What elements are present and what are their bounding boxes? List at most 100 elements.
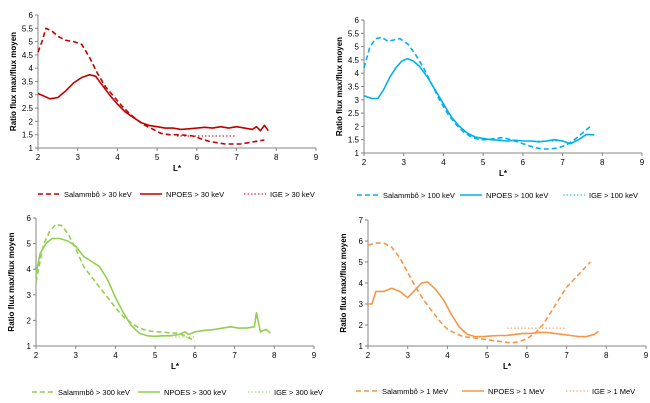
x-tick-label: 9 (640, 158, 645, 167)
x-axis-label: L* (503, 362, 512, 371)
x-tick-label: 7 (232, 351, 237, 360)
series-line-2 (368, 281, 599, 338)
x-tick-label: 7 (560, 158, 565, 167)
legend-label: Salammbô > 300 keV (58, 388, 130, 397)
y-tick-label: 3 (27, 291, 32, 300)
x-tick-label: 9 (314, 153, 319, 162)
x-tick-label: 6 (525, 351, 530, 360)
x-tick-label: 3 (75, 153, 80, 162)
x-tick-label: 4 (115, 153, 120, 162)
y-tick-label: 2 (355, 122, 360, 131)
y-tick-label: 6 (29, 11, 34, 20)
x-tick-label: 8 (274, 153, 279, 162)
y-tick-label: 1.5 (348, 136, 360, 145)
x-tick-label: 2 (34, 351, 39, 360)
x-tick-label: 8 (272, 351, 277, 360)
y-tick-label: 2 (29, 117, 34, 126)
chart-1: 1 1.5 2 2.5 3 3.5 4 4.5 5 5.5 6 2 3 4 5 6 7 8 9 L* Ratio flu… (9, 11, 319, 199)
series-line-1 (363, 36, 591, 150)
x-tick-label: 4 (445, 351, 450, 360)
y-tick-label: 6 (355, 16, 360, 25)
series-line-2 (35, 237, 271, 338)
x-tick-label: 4 (441, 158, 446, 167)
x-tick-label: 3 (401, 158, 406, 167)
x-tick-label: 6 (193, 351, 198, 360)
y-tick-label: 4.5 (348, 56, 360, 65)
y-tick-label: 7 (359, 216, 364, 225)
x-tick-label: 9 (312, 351, 317, 360)
legend-label: NPOES > 300 keV (164, 388, 226, 397)
x-tick-label: 7 (564, 351, 569, 360)
y-axis-label: Ratio flux max/flux moyen (7, 232, 16, 331)
y-tick-label: 2 (27, 316, 32, 325)
y-tick-label: 1 (359, 342, 364, 351)
x-tick-label: 2 (366, 351, 371, 360)
legend-label: IGE > 30 keV (270, 190, 315, 199)
y-tick-label: 3.5 (348, 83, 360, 92)
x-tick-label: 9 (644, 351, 649, 360)
y-tick-label: 1 (355, 149, 360, 158)
series-line-2 (363, 57, 595, 145)
y-tick-label: 2 (359, 321, 364, 330)
y-axis-label: Ratio flux max/flux moyen (339, 233, 348, 332)
y-tick-label: 5.5 (348, 29, 360, 38)
x-tick-label: 5 (485, 351, 490, 360)
series-line-1 (35, 223, 196, 342)
y-tick-label: 5 (27, 240, 32, 249)
x-tick-label: 6 (521, 158, 526, 167)
legend-label: IGE > 100 keV (589, 191, 638, 200)
y-tick-label: 4.5 (22, 51, 34, 60)
x-tick-label: 7 (234, 153, 239, 162)
y-tick-label: 1 (27, 342, 32, 351)
y-tick-label: 5 (359, 258, 364, 267)
y-tick-label: 1.5 (22, 131, 34, 140)
chart-2: 1 1.5 2 2.5 3 3.5 4 4.5 5 5.5 6 2 3 4 5 6 7 8 9 L* Ratio flu… (335, 16, 645, 200)
y-tick-label: 2.5 (22, 104, 34, 113)
y-tick-label: 4 (29, 64, 34, 73)
legend-label: Salammbô > 1 MeV (382, 387, 448, 396)
y-tick-label: 6 (359, 237, 364, 246)
legend-label: NPOES > 1 MeV (488, 387, 544, 396)
legend-label: Salammbô > 100 keV (383, 191, 455, 200)
x-tick-label: 2 (362, 158, 367, 167)
y-tick-label: 4 (355, 69, 360, 78)
series-line-2 (37, 74, 269, 132)
y-tick-label: 3.5 (22, 78, 34, 87)
y-tick-label: 3 (29, 91, 34, 100)
x-tick-label: 5 (481, 158, 486, 167)
legend-label: IGE > 1 MeV (592, 387, 635, 396)
legend-label: IGE > 300 keV (274, 388, 323, 397)
y-tick-label: 1 (29, 144, 34, 153)
x-axis-label: L* (173, 164, 182, 173)
y-axis-label: Ratio flux max/flux moyen (9, 32, 18, 131)
y-tick-label: 6 (27, 214, 32, 223)
x-tick-label: 2 (36, 153, 41, 162)
legend-label: NPOES > 100 keV (486, 191, 548, 200)
y-tick-label: 5.5 (22, 24, 34, 33)
y-tick-label: 5 (29, 38, 34, 47)
y-tick-label: 3 (359, 300, 364, 309)
x-axis-label: L* (171, 362, 180, 371)
x-tick-label: 5 (153, 351, 158, 360)
legend-label: NPOES > 30 keV (166, 190, 224, 199)
legend-label: Salammbô > 30 keV (64, 190, 132, 199)
y-axis-label: Ratio flux max/flux moyen (335, 37, 344, 136)
series-line-1 (37, 27, 265, 145)
x-tick-label: 4 (113, 351, 118, 360)
y-tick-label: 4 (27, 265, 32, 274)
x-tick-label: 8 (600, 158, 605, 167)
x-tick-label: 3 (405, 351, 410, 360)
x-tick-label: 6 (195, 153, 200, 162)
x-axis-label: L* (499, 169, 508, 178)
series-line-1 (367, 242, 591, 344)
y-tick-label: 2.5 (348, 109, 360, 118)
y-tick-label: 3 (355, 96, 360, 105)
x-tick-label: 8 (604, 351, 609, 360)
x-tick-label: 5 (155, 153, 160, 162)
y-tick-label: 4 (359, 279, 364, 288)
x-tick-label: 3 (73, 351, 78, 360)
y-tick-label: 5 (355, 43, 360, 52)
